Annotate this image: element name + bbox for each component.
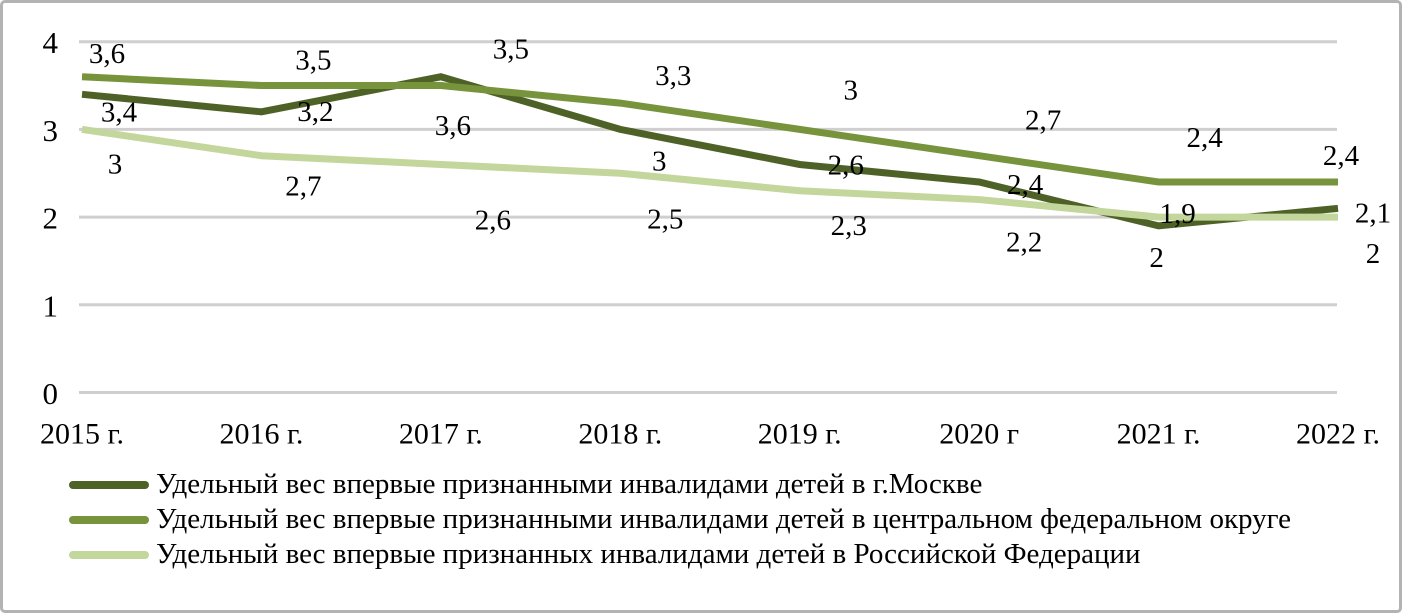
y-axis-tick-label: 2 [43,201,59,236]
y-axis-tick-label: 3 [43,113,59,148]
data-label: 3,4 [101,96,138,128]
series-line-0 [81,73,1339,230]
y-axis-tick-label: 4 [43,25,59,60]
legend-label: Удельный вес впервые признанных инвалида… [156,538,1141,570]
x-axis-label: 2021 г. [1117,418,1201,451]
data-label: 2 [1149,242,1164,274]
data-label: 2,4 [1007,169,1044,201]
data-label: 3,2 [297,96,333,128]
data-label: 2,2 [1006,227,1042,259]
legend-item: Удельный вес впервые признанными инвалид… [69,467,1291,502]
x-axis-label: 2016 г. [219,418,303,451]
legend-line-swatch-0 [69,480,149,489]
chart-legend: Удельный вес впервые признанными инвалид… [69,467,1291,572]
data-label: 3,6 [89,38,125,70]
legend-line-swatch-2 [69,550,149,559]
legend-label: Удельный вес впервые признанными инвалид… [156,468,983,500]
series-line-2 [81,125,1339,221]
data-label: 3,3 [655,60,691,92]
data-label: 3 [108,148,123,180]
series-line-1 [81,73,1339,186]
data-label: 2,4 [1186,122,1223,154]
x-axis-label: 2019 г. [758,418,842,451]
data-label: 3,5 [295,45,331,77]
data-label: 2,7 [285,171,321,203]
data-label: 3 [843,74,858,106]
y-axis-tick-label: 0 [43,376,59,411]
x-axis-label: 2022 г. [1296,418,1380,451]
data-label: 2,6 [828,149,864,181]
chart-plot: 0 1 2 3 4 2015 г. 2016 г. 2017 г. 2018 г. 2019 г.… [40,25,1391,451]
legend-item: Удельный вес впервые признанных инвалида… [69,537,1291,572]
data-label: 3,5 [493,34,529,66]
data-label: 1,9 [1159,198,1195,230]
data-label: 2,3 [831,210,867,242]
data-label: 2,1 [1355,197,1391,229]
x-axis-label: 2018 г. [578,418,662,451]
legend-label: Удельный вес впервые признанными инвалид… [156,503,1292,535]
data-label: 2,5 [647,203,683,235]
y-axis-tick-label: 1 [43,288,59,323]
data-label: 2,7 [1025,105,1061,137]
legend-item: Удельный вес впервые признанными инвалид… [69,502,1291,537]
data-label: 3,6 [435,110,471,142]
data-label: 2,6 [475,204,511,236]
data-label: 3 [652,145,667,177]
x-axis-label: 2020 г [939,418,1019,451]
x-axis-label: 2015 г. [40,418,124,451]
x-axis-label: 2017 г. [399,418,483,451]
data-label: 2,4 [1323,140,1360,172]
data-label: 2 [1366,238,1381,270]
legend-line-swatch-1 [69,515,149,524]
